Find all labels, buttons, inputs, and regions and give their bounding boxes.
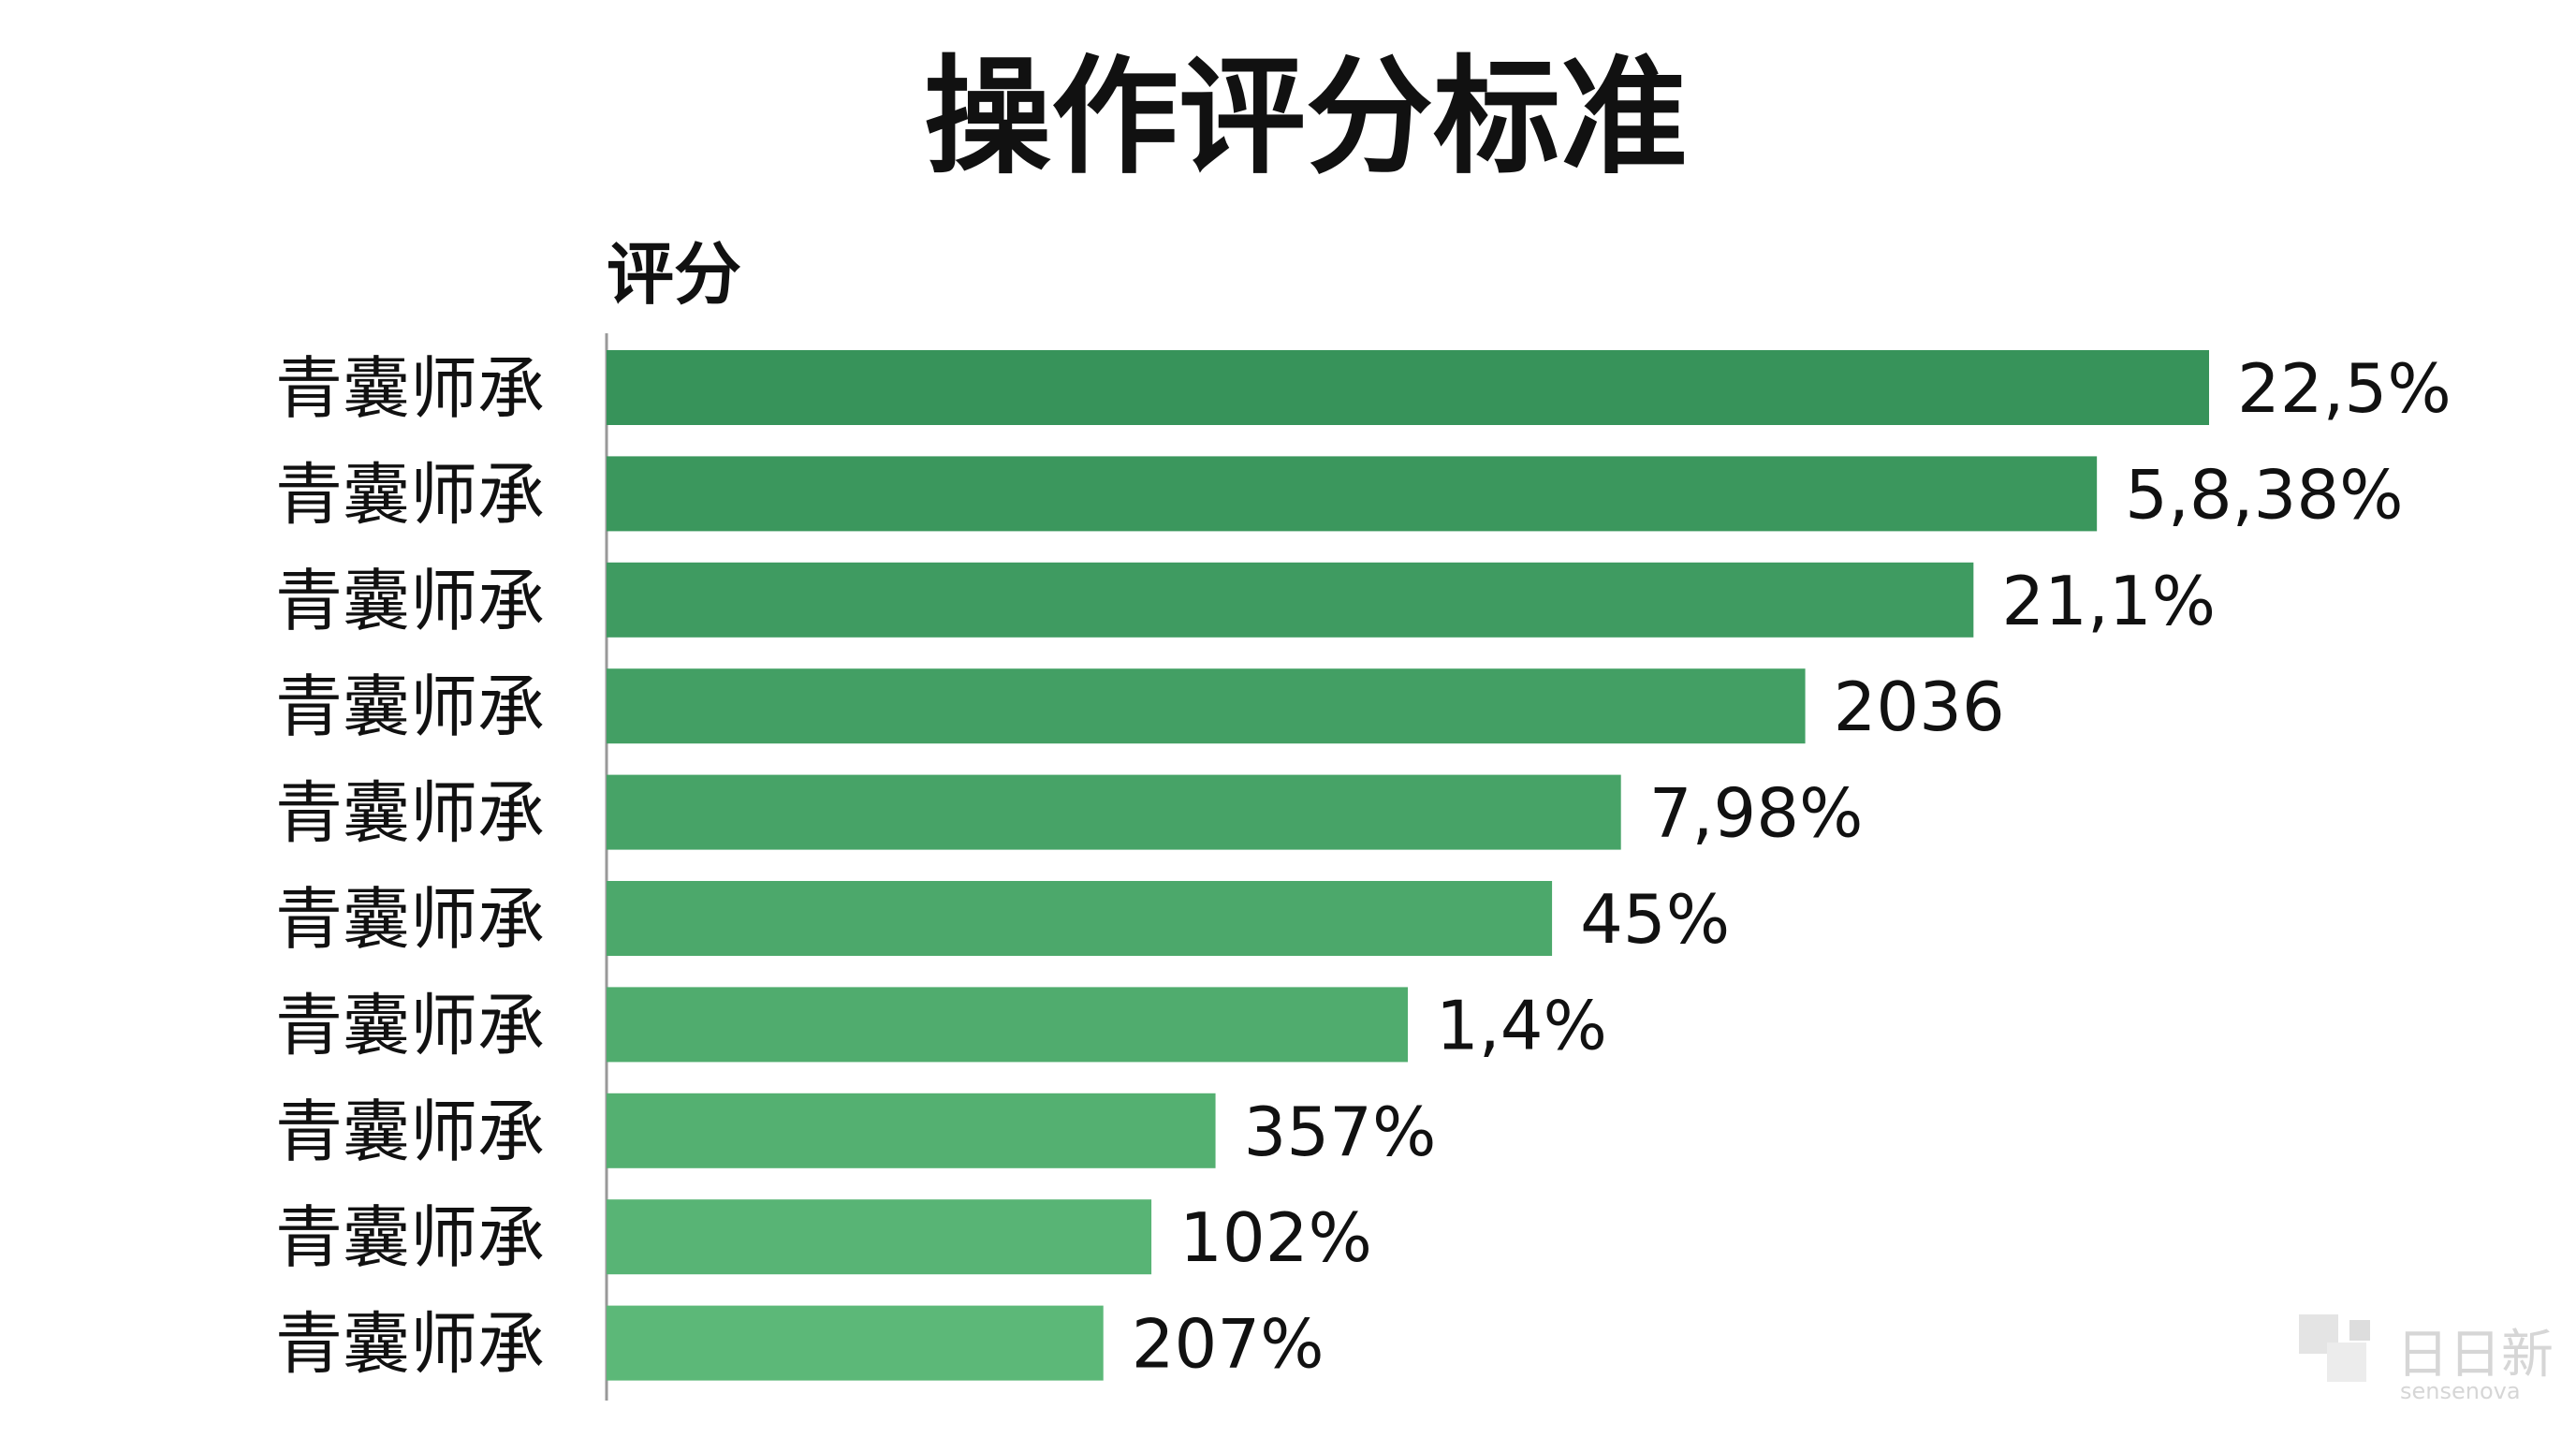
value-label-1: 22,5% xyxy=(2237,349,2452,428)
chart-title: 操作评分标准 xyxy=(924,44,1688,192)
bar-5 xyxy=(607,774,1621,850)
category-label-3: 青囊师承 xyxy=(275,562,545,640)
value-label-2: 5,8,38% xyxy=(2125,455,2403,534)
bar-9 xyxy=(607,1199,1152,1275)
bar-2 xyxy=(607,456,2098,532)
category-label-9: 青囊师承 xyxy=(275,1198,545,1277)
bar-3 xyxy=(607,562,1974,638)
bars-group xyxy=(607,350,2209,1381)
value-label-3: 21,1% xyxy=(2001,562,2216,640)
category-label-5: 青囊师承 xyxy=(275,774,545,853)
value-label-6: 45% xyxy=(1580,880,1730,959)
bar-10 xyxy=(607,1305,1104,1381)
category-label-8: 青囊师承 xyxy=(275,1093,545,1171)
watermark-text: 日日新 xyxy=(2396,1325,2554,1386)
value-label-8: 357% xyxy=(1244,1093,1437,1171)
watermark: 日日新 sensenova xyxy=(2299,1314,2554,1404)
bar-1 xyxy=(607,350,2209,425)
bar-8 xyxy=(607,1093,1216,1168)
category-label-6: 青囊师承 xyxy=(275,880,545,959)
category-label-4: 青囊师承 xyxy=(275,668,545,746)
value-label-7: 1,4% xyxy=(1436,986,1607,1064)
bar-4 xyxy=(607,668,1806,744)
watermark-logo-icon xyxy=(2299,1314,2370,1382)
category-label-7: 青囊师承 xyxy=(275,986,545,1064)
value-label-4: 2036 xyxy=(1834,668,2005,746)
value-label-9: 102% xyxy=(1179,1198,1372,1277)
category-label-1: 青囊师承 xyxy=(275,349,545,428)
y-axis-label: 评分 xyxy=(607,235,741,314)
value-label-10: 207% xyxy=(1132,1305,1325,1384)
value-label-5: 7,98% xyxy=(1649,774,1864,853)
watermark-subtext: sensenova xyxy=(2400,1378,2521,1404)
bar-6 xyxy=(607,881,1553,956)
category-label-2: 青囊师承 xyxy=(275,455,545,534)
category-label-10: 青囊师承 xyxy=(275,1305,545,1384)
bar-7 xyxy=(607,987,1408,1063)
value-labels: 22,5% 5,8,38% 21,1% 2036 7,98% 45% 1,4% 357% 102… xyxy=(1132,349,2452,1384)
